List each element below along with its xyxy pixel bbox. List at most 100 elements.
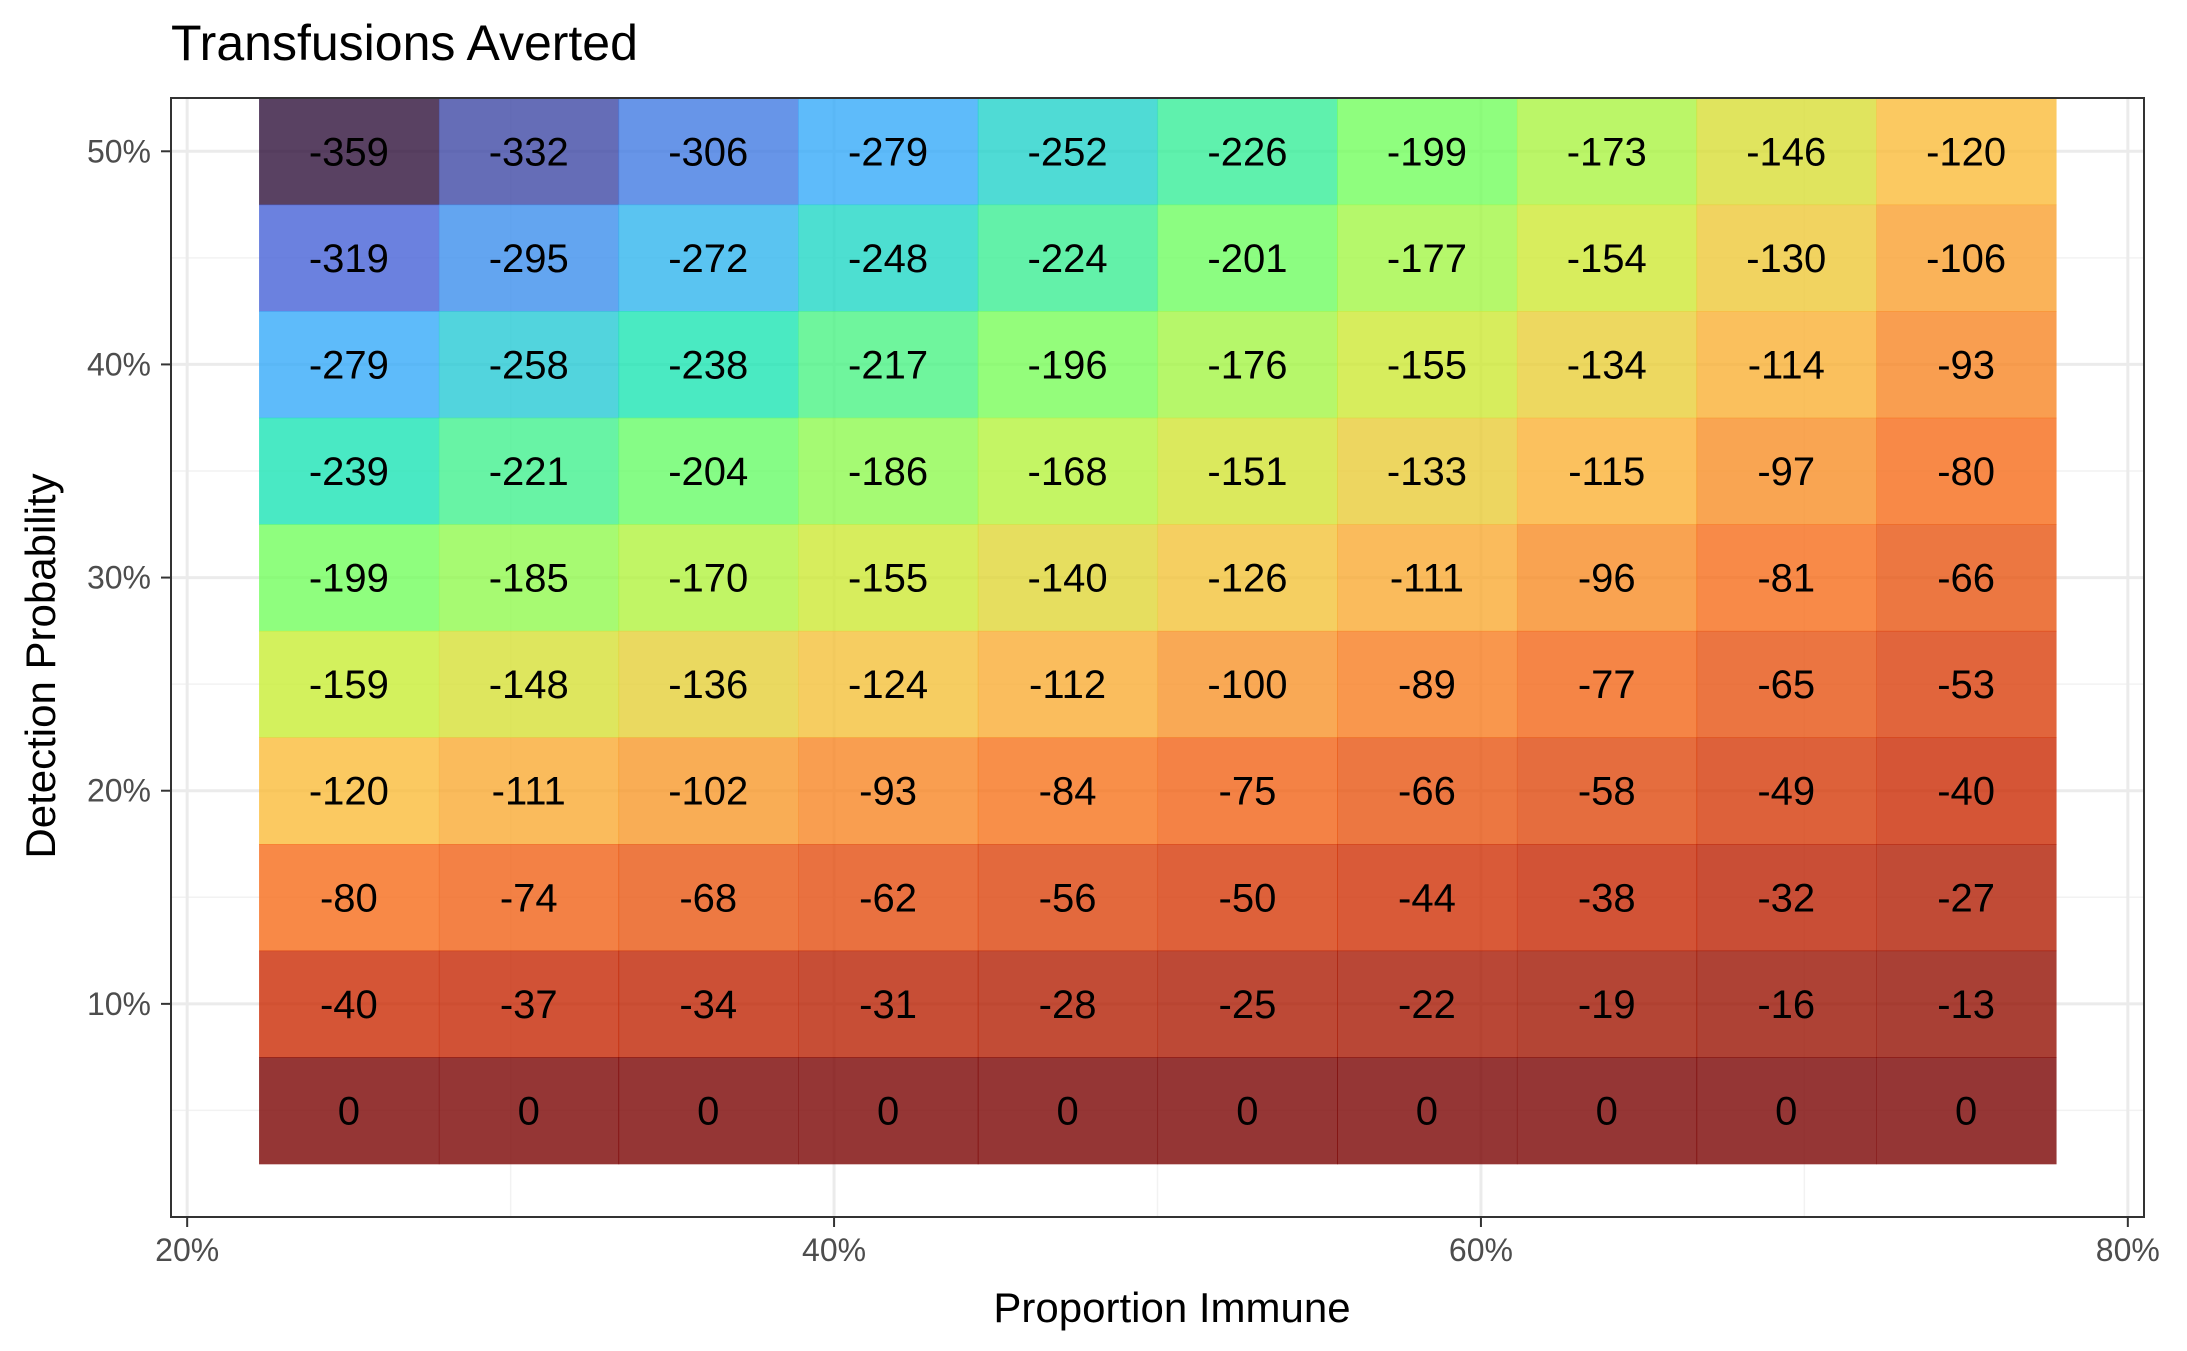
- cell-value-label: -106: [1926, 237, 2006, 281]
- cell-value-label: -186: [848, 450, 928, 494]
- heatmap-cell: [1696, 98, 1877, 206]
- heatmap-cell: [1337, 630, 1518, 739]
- heatmap-cell: [1337, 844, 1518, 952]
- heatmap-cell: [438, 524, 620, 632]
- cell-value-label: 0: [1416, 1089, 1438, 1133]
- heatmap-cell: [798, 844, 979, 952]
- heatmap-cell: [1157, 311, 1338, 419]
- heatmap-cell: [977, 844, 1159, 952]
- heatmap-cell: [438, 417, 620, 525]
- heatmap-cell: [1337, 524, 1518, 632]
- cell-value-label: -77: [1578, 663, 1636, 707]
- cell-value-label: 0: [1596, 1089, 1618, 1133]
- heatmap-cell: [1157, 737, 1338, 845]
- cell-value-label: 0: [697, 1089, 719, 1133]
- cell-value-label: -40: [320, 983, 378, 1027]
- heatmap-cell: [1157, 98, 1338, 206]
- cell-value-label: -65: [1757, 663, 1815, 707]
- heatmap-cell: [1516, 311, 1698, 419]
- cell-value-label: -80: [1937, 450, 1995, 494]
- heatmap-cell: [438, 311, 620, 419]
- cell-value-label: -306: [668, 130, 748, 174]
- cell-value-label: -34: [679, 983, 737, 1027]
- y-axis: 10% 20% 30% 40% 50%: [87, 133, 171, 1022]
- panel-border: [170, 97, 2145, 1218]
- x-tick-label: 20%: [155, 1232, 219, 1268]
- cell-value-label: -154: [1567, 237, 1647, 281]
- cell-value-label: -19: [1578, 983, 1636, 1027]
- cell-value-label: -38: [1578, 876, 1636, 920]
- heatmap-cell: [1696, 737, 1877, 845]
- cell-labels: -359 -332 -306 -279 -252 -226 -199 -173 -146 -120…: [309, 130, 2006, 1133]
- heatmap-cell: [1696, 630, 1877, 739]
- heatmap-cell: [1696, 524, 1877, 632]
- heatmap-cell: [1516, 1057, 1698, 1165]
- cell-value-label: -49: [1757, 770, 1815, 814]
- heatmap-cell: [259, 204, 440, 312]
- cell-value-label: -332: [489, 130, 569, 174]
- heatmap-cell: [977, 524, 1159, 632]
- cell-value-label: -22: [1398, 983, 1456, 1027]
- cell-value-label: -238: [668, 343, 748, 387]
- heatmap-cell: [259, 950, 440, 1058]
- cell-value-label: 0: [877, 1089, 899, 1133]
- heatmap-cell: [977, 630, 1159, 739]
- cell-value-label: 0: [1955, 1089, 1977, 1133]
- cell-value-label: -96: [1578, 557, 1636, 601]
- heatmap-cell: [1876, 630, 2057, 739]
- cell-value-label: -155: [848, 557, 928, 601]
- heatmap-cell: [259, 630, 440, 739]
- cell-value-label: -50: [1219, 876, 1277, 920]
- heatmap-cell: [1157, 417, 1338, 525]
- heatmap-cell: [1516, 737, 1698, 845]
- cell-value-label: -272: [668, 237, 748, 281]
- heatmap-cell: [1516, 417, 1698, 525]
- cell-value-label: -93: [1937, 343, 1995, 387]
- cell-value-label: -97: [1757, 450, 1815, 494]
- cell-value-label: -111: [492, 770, 566, 814]
- heatmap-cell: [1516, 204, 1698, 312]
- x-axis-title: Proportion Immune: [993, 1284, 1350, 1331]
- cell-value-label: -221: [489, 450, 569, 494]
- cell-value-label: 0: [518, 1089, 540, 1133]
- cell-value-label: -114: [1748, 343, 1825, 387]
- heatmap-cell: [977, 204, 1159, 312]
- cell-value-label: -112: [1029, 663, 1106, 707]
- heatmap-cell: [798, 417, 979, 525]
- heatmap-cell: [1157, 204, 1338, 312]
- heatmap-cell: [1696, 1057, 1877, 1165]
- heatmap-cell: [1157, 524, 1338, 632]
- cell-value-label: -53: [1937, 663, 1995, 707]
- cell-value-label: -199: [309, 557, 389, 601]
- cell-value-label: -102: [668, 770, 748, 814]
- heatmap-cell: [1337, 417, 1518, 525]
- heatmap-cell: [1337, 737, 1518, 845]
- cell-value-label: -199: [1387, 130, 1467, 174]
- cell-value-label: -359: [309, 130, 389, 174]
- heatmap-cell: [1876, 311, 2057, 419]
- heatmap-cell: [977, 950, 1159, 1058]
- cell-value-label: -62: [859, 876, 917, 920]
- heatmap-cell: [618, 737, 799, 845]
- heatmap-cell: [1157, 630, 1338, 739]
- heatmap-cell: [1157, 1057, 1338, 1165]
- cell-value-label: -32: [1757, 876, 1815, 920]
- cell-value-label: -177: [1387, 237, 1467, 281]
- heatmap-cell: [1876, 844, 2057, 952]
- cell-value-label: -28: [1039, 983, 1097, 1027]
- heatmap-cell: [438, 98, 620, 206]
- heatmap-cell: [618, 98, 799, 206]
- heatmap-cell: [259, 1057, 440, 1165]
- heatmap-cell: [618, 311, 799, 419]
- x-tick-label: 60%: [1449, 1232, 1513, 1268]
- cell-value-label: -120: [309, 770, 389, 814]
- cell-value-label: -151: [1207, 450, 1287, 494]
- heatmap-cell: [618, 1057, 799, 1165]
- cell-value-label: -148: [489, 663, 569, 707]
- heatmap-cell: [1337, 204, 1518, 312]
- heatmap-cell: [1337, 1057, 1518, 1165]
- heatmap-cell: [1337, 98, 1518, 206]
- heatmap-cell: [259, 524, 440, 632]
- cell-value-label: -58: [1578, 770, 1636, 814]
